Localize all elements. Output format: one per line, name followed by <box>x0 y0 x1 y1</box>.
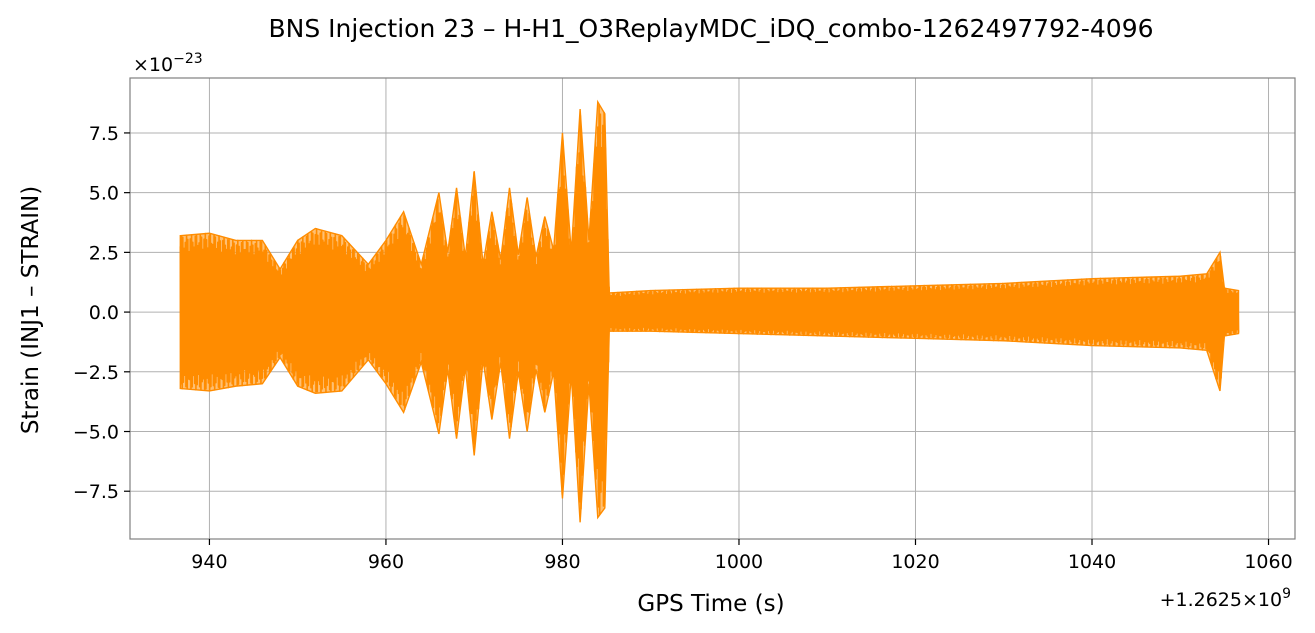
x-tick-label: 1020 <box>891 551 939 573</box>
y-tick-label: 7.5 <box>89 123 119 145</box>
y-tick-label: 0.0 <box>89 302 119 324</box>
y-scale-multiplier: ×10−23 <box>133 51 203 76</box>
x-tick-label: 1040 <box>1068 551 1116 573</box>
svg-text:×10−23: ×10−23 <box>133 51 203 76</box>
y-tick-label: −7.5 <box>73 481 119 503</box>
x-axis-ticks: 940 960 980 1000 1020 1040 1060 <box>191 539 1293 573</box>
y-tick-label: −2.5 <box>73 362 119 384</box>
strain-envelope <box>179 99 1240 523</box>
chart-title: BNS Injection 23 – H-H1_O3ReplayMDC_iDQ_… <box>268 14 1153 43</box>
y-axis-ticks: −7.5 −5.0 −2.5 0.0 2.5 5.0 7.5 <box>73 123 130 503</box>
x-tick-label: 940 <box>191 551 227 573</box>
svg-text:+1.2625×109: +1.2625×109 <box>1160 586 1291 611</box>
x-tick-label: 980 <box>544 551 580 573</box>
x-tick-label: 1060 <box>1244 551 1292 573</box>
x-tick-label: 1000 <box>715 551 763 573</box>
x-axis-label: GPS Time (s) <box>637 591 784 617</box>
y-tick-label: 5.0 <box>89 183 119 205</box>
plot-area-series <box>179 99 1240 523</box>
x-offset-label: +1.2625×109 <box>1160 586 1291 611</box>
y-tick-label: −5.0 <box>73 422 119 444</box>
x-tick-label: 960 <box>368 551 404 573</box>
y-axis-label: Strain (INJ1 – STRAIN) <box>18 186 44 434</box>
y-tick-label: 2.5 <box>89 242 119 264</box>
plot-frame <box>129 77 1296 540</box>
